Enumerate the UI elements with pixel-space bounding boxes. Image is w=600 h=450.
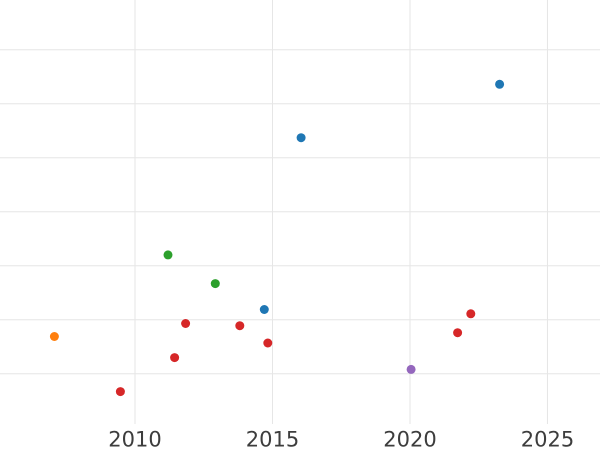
data-point-red <box>466 309 476 319</box>
data-point-blue <box>296 133 306 143</box>
data-point-red <box>170 353 180 363</box>
data-point-red <box>453 328 463 338</box>
data-point-purple <box>406 364 416 374</box>
data-point-red <box>181 319 191 328</box>
data-point-blue <box>259 305 269 314</box>
data-point-red <box>235 321 245 331</box>
data-point-orange <box>49 332 59 341</box>
data-point-green <box>210 279 220 289</box>
data-point-red <box>263 338 273 348</box>
x-tick-label: 2010 <box>108 428 161 450</box>
x-tick-label: 2020 <box>383 428 436 450</box>
data-point-red <box>115 387 125 397</box>
data-point-green <box>163 250 173 260</box>
data-point-blue <box>495 79 505 89</box>
x-tick-label: 2015 <box>246 428 299 450</box>
x-tick-label: 2025 <box>521 428 574 450</box>
